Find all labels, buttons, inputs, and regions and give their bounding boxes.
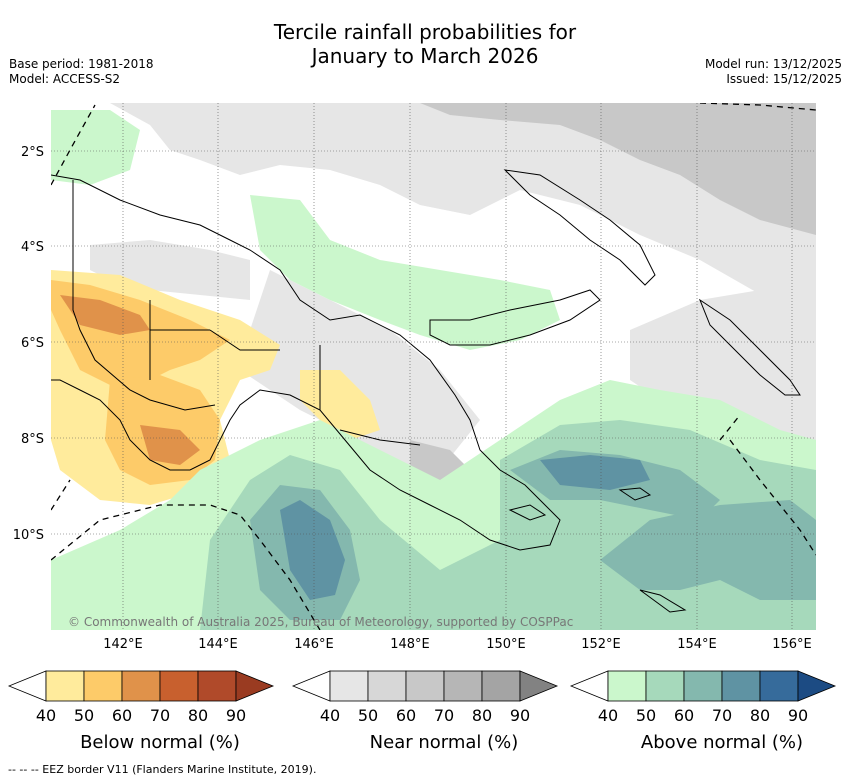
colorbar-cell bbox=[121, 670, 161, 702]
model-run: Model run: 13/12/2025 bbox=[704, 57, 842, 71]
colorbar-cell bbox=[197, 670, 237, 702]
colorbar-cell bbox=[443, 670, 483, 702]
colorbar-tick-label: 40 bbox=[598, 706, 618, 725]
new-guinea-coast bbox=[51, 174, 561, 551]
colorbar-extension-low bbox=[569, 670, 609, 702]
colorbar-tick-label: 50 bbox=[358, 706, 378, 725]
province-lines bbox=[149, 300, 421, 446]
eez-footnote: -- -- -- EEZ border V11 (Flanders Marine… bbox=[8, 763, 317, 776]
colorbar-tick-label: 40 bbox=[320, 706, 340, 725]
graticule bbox=[51, 103, 816, 630]
colorbar-title: Above normal (%) bbox=[641, 732, 803, 753]
copyright-notice: © Commonwealth of Australia 2025, Bureau… bbox=[68, 615, 573, 629]
map-title: Tercile rainfall probabilities for Janua… bbox=[0, 20, 850, 68]
colorbar-cell bbox=[721, 670, 761, 702]
lat-tick-labels: 2°S 4°S 6°S 8°S 10°S bbox=[13, 145, 44, 543]
lon-tick: 146°E bbox=[294, 637, 334, 652]
colorbar-cell bbox=[329, 670, 369, 702]
colorbar-tick-label: 80 bbox=[472, 706, 492, 725]
colorbar-tick-label: 70 bbox=[434, 706, 454, 725]
lon-tick: 148°E bbox=[390, 637, 430, 652]
colorbar-extension-high bbox=[235, 670, 275, 702]
title-line-1: Tercile rainfall probabilities for bbox=[273, 20, 577, 44]
colorbar-tick-label: 90 bbox=[510, 706, 530, 725]
colorbar-title: Below normal (%) bbox=[80, 732, 240, 753]
eez-north-east bbox=[699, 103, 816, 111]
meta-left: Base period: 1981-2018 Model: ACCESS-S2 bbox=[9, 57, 154, 87]
above-normal-50-northcoast bbox=[250, 195, 560, 350]
colorbar-near-normal: 40 50 60 70 80 90 Near normal (%) bbox=[291, 670, 559, 753]
lon-tick: 142°E bbox=[103, 637, 143, 652]
eez-south-west bbox=[51, 504, 321, 630]
lat-tick: 8°S bbox=[21, 432, 44, 447]
below-normal-70-south bbox=[140, 425, 200, 465]
colorbar-cell bbox=[45, 670, 85, 702]
coastlines bbox=[51, 169, 801, 613]
colorbar-tick-label: 60 bbox=[112, 706, 132, 725]
islands-south bbox=[508, 487, 687, 613]
colorbar-cell bbox=[607, 670, 647, 702]
eez-west-arc bbox=[51, 479, 71, 511]
colorbar-tick-label: 80 bbox=[750, 706, 770, 725]
colorbar-extension-low bbox=[7, 670, 47, 702]
png-border bbox=[72, 180, 216, 411]
colorbar-cell bbox=[759, 670, 799, 702]
colorbar-cell bbox=[481, 670, 521, 702]
above-normal-80 bbox=[280, 500, 345, 600]
lon-tick: 144°E bbox=[198, 637, 238, 652]
colorbar-tick-label: 40 bbox=[36, 706, 56, 725]
above-normal-50-nw bbox=[51, 110, 140, 185]
issued-date: Issued: 15/12/2025 bbox=[726, 72, 842, 86]
colorbar-tick-label: 80 bbox=[188, 706, 208, 725]
below-normal-70 bbox=[60, 295, 150, 335]
meta-right: Model run: 13/12/2025 Issued: 15/12/2025 bbox=[705, 57, 842, 87]
colorbar-extension-low bbox=[291, 670, 331, 702]
colorbar-cell bbox=[683, 670, 723, 702]
colorbar-tick-label: 60 bbox=[674, 706, 694, 725]
colorbar-title: Near normal (%) bbox=[370, 732, 519, 753]
colorbar-cell bbox=[405, 670, 445, 702]
colorbar-tick-label: 50 bbox=[74, 706, 94, 725]
colorbar-cell bbox=[645, 670, 685, 702]
colorbar-tick-label: 70 bbox=[150, 706, 170, 725]
title-line-2: January to March 2026 bbox=[311, 44, 539, 68]
near-normal-central bbox=[240, 270, 480, 490]
colorbar-tick-label: 90 bbox=[788, 706, 808, 725]
colorbar-above-normal: 40 50 60 70 80 90 Above normal (%) bbox=[569, 670, 837, 753]
lon-tick-labels: 142°E 144°E 146°E 148°E 150°E 152°E 154°… bbox=[103, 637, 812, 652]
lon-tick: 152°E bbox=[581, 637, 621, 652]
colorbar-cell bbox=[159, 670, 199, 702]
new-britain-coast bbox=[429, 289, 601, 346]
near-normal-north-dark bbox=[420, 103, 816, 235]
above-normal-70-far-east bbox=[600, 500, 816, 600]
map-frame: © Commonwealth of Australia 2025, Bureau… bbox=[51, 103, 816, 630]
base-period: Base period: 1981-2018 bbox=[9, 57, 154, 71]
eez-east bbox=[719, 414, 816, 556]
colorbar-extension-high bbox=[797, 670, 837, 702]
eez-north-west bbox=[51, 104, 96, 186]
bougainville-coast bbox=[698, 298, 801, 396]
colorbar-tick-label: 90 bbox=[226, 706, 246, 725]
new-ireland-coast bbox=[503, 169, 656, 286]
colorbar-tick-label: 50 bbox=[636, 706, 656, 725]
model-name: Model: ACCESS-S2 bbox=[9, 72, 121, 86]
colorbar-tick-label: 60 bbox=[396, 706, 416, 725]
colorbar-cell bbox=[83, 670, 123, 702]
lon-tick: 154°E bbox=[677, 637, 717, 652]
colorbar-tick-label: 70 bbox=[712, 706, 732, 725]
colorbar-cell bbox=[367, 670, 407, 702]
lat-tick: 4°S bbox=[21, 240, 44, 255]
colorbars: 40 50 60 70 80 90 Below normal (%) 40 50 60 70 80 90… bbox=[7, 670, 837, 753]
above-normal-80-east bbox=[540, 455, 650, 490]
colorbar-below-normal: 40 50 60 70 80 90 Below normal (%) bbox=[7, 670, 275, 753]
colorbar-extension-high bbox=[519, 670, 559, 702]
lon-tick: 150°E bbox=[486, 637, 526, 652]
lat-tick: 6°S bbox=[21, 336, 44, 351]
lat-tick: 2°S bbox=[21, 145, 44, 160]
lat-tick: 10°S bbox=[13, 528, 44, 543]
eez-borders bbox=[51, 103, 816, 630]
lon-tick: 156°E bbox=[772, 637, 812, 652]
